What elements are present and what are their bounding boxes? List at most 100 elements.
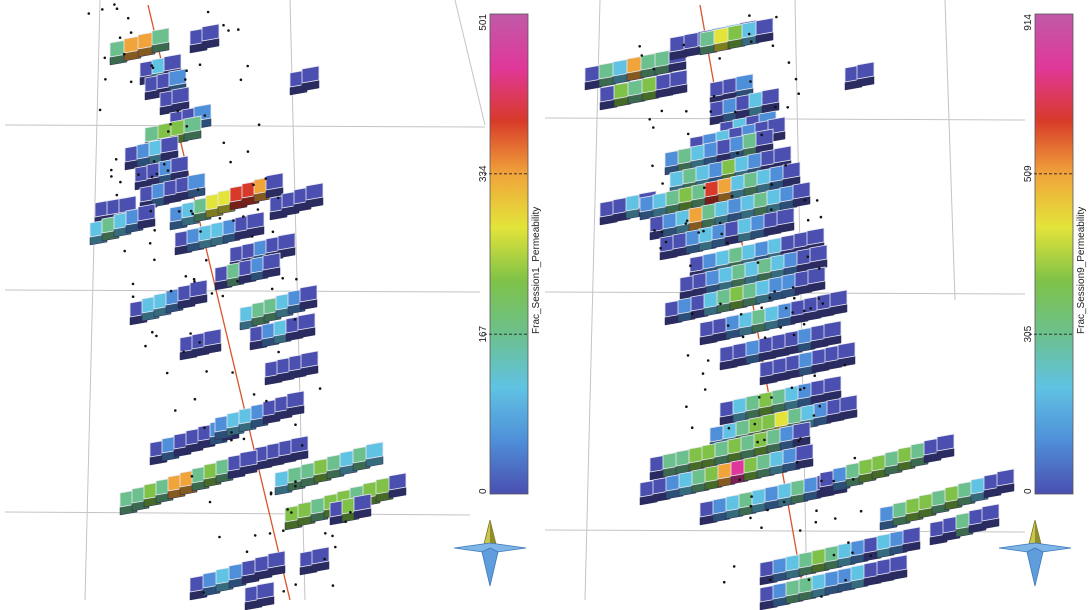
- compass-icon[interactable]: [453, 519, 527, 587]
- fracture-cell: [365, 441, 384, 460]
- event-dot: [766, 508, 769, 512]
- event-dot: [257, 123, 261, 126]
- event-dot: [137, 173, 140, 176]
- event-dot: [791, 286, 795, 289]
- event-dot: [110, 168, 113, 172]
- event-dot: [331, 584, 335, 587]
- fracture-patch: [169, 172, 284, 231]
- fracture-patch: [879, 468, 1015, 531]
- event-dot: [756, 440, 759, 444]
- viewport-divider: [543, 0, 545, 610]
- fracture-patch: [189, 23, 220, 54]
- fracture-cell: [277, 232, 296, 251]
- left-3d-view[interactable]: 501 334 167 0 Frac_Session1_Permeability: [0, 0, 545, 610]
- event-dot: [792, 333, 796, 337]
- event-dot: [702, 229, 705, 233]
- event-dot: [155, 334, 158, 338]
- fracture-cell: [792, 421, 811, 440]
- event-dot: [712, 94, 716, 98]
- event-dot: [779, 326, 782, 329]
- fracture-cell: [795, 443, 814, 462]
- event-dot: [110, 175, 113, 178]
- colorbar-tick-label: 501: [478, 14, 489, 31]
- event-dot: [242, 437, 246, 441]
- event-dot: [768, 296, 772, 300]
- event-dot: [803, 309, 806, 313]
- event-dot: [791, 311, 794, 314]
- event-dot: [760, 133, 763, 137]
- event-dot: [703, 388, 707, 391]
- event-dot: [784, 306, 788, 310]
- event-dot: [123, 249, 126, 253]
- event-dot: [818, 267, 821, 270]
- fracture-patch: [119, 449, 258, 516]
- event-dot: [256, 208, 260, 211]
- event-dot: [859, 509, 863, 513]
- fracture-cell: [137, 203, 156, 222]
- event-dot: [208, 500, 212, 504]
- compass-icon[interactable]: [998, 519, 1072, 587]
- event-dot: [784, 164, 787, 167]
- event-dot: [807, 578, 811, 581]
- fracture-patch: [254, 435, 309, 471]
- fracture-patch: [289, 65, 320, 96]
- fracture-cell: [256, 581, 275, 600]
- fracture-cell: [776, 207, 795, 226]
- event-dot: [798, 529, 802, 532]
- right-viewport[interactable]: 914 509 305 0 Frac_Session9_Permeability: [545, 0, 1090, 610]
- event-dot: [193, 397, 197, 401]
- fracture-patch: [214, 252, 281, 291]
- fracture-cell: [151, 27, 170, 46]
- event-dot: [815, 509, 818, 512]
- event-dot: [294, 423, 297, 427]
- fracture-cell: [839, 394, 858, 413]
- event-dot: [270, 287, 274, 291]
- fracture-cell: [305, 182, 324, 201]
- event-dot: [734, 110, 737, 114]
- event-dot: [817, 297, 821, 300]
- event-dot: [126, 16, 130, 20]
- event-dot: [685, 405, 688, 409]
- event-dot: [749, 516, 752, 520]
- colorbar-tick-label: 305: [1023, 325, 1034, 342]
- fracture-patch: [189, 550, 286, 601]
- event-dot: [277, 350, 280, 354]
- fracture-patch: [244, 581, 275, 610]
- event-dot: [189, 209, 193, 213]
- fracture-cell: [806, 227, 825, 246]
- event-dot: [750, 495, 753, 498]
- event-dot: [799, 437, 802, 440]
- fracture-patch: [329, 493, 372, 526]
- event-dot: [206, 10, 210, 14]
- event-dot: [222, 141, 226, 145]
- event-dot: [719, 302, 722, 306]
- event-dot: [648, 118, 651, 121]
- event-dot: [344, 520, 347, 523]
- event-dot: [748, 14, 751, 17]
- event-dot: [210, 292, 214, 295]
- event-dot: [795, 460, 799, 464]
- event-dot: [155, 172, 159, 176]
- event-dot: [334, 545, 337, 549]
- event-dot: [198, 63, 202, 66]
- event-dot: [184, 78, 187, 81]
- event-dot: [246, 150, 250, 153]
- fracture-cell: [286, 390, 305, 409]
- event-dot: [104, 78, 107, 81]
- event-dot: [245, 550, 249, 553]
- fracture-patch: [299, 546, 330, 576]
- event-dot: [686, 132, 690, 136]
- event-dot: [115, 7, 119, 10]
- fracture-patch: [759, 341, 856, 386]
- event-dot: [150, 64, 153, 67]
- event-dot: [797, 439, 800, 443]
- event-dot: [770, 396, 773, 399]
- right-3d-view[interactable]: 914 509 305 0 Frac_Session9_Permeability: [545, 0, 1090, 610]
- left-viewport[interactable]: 501 334 167 0 Frac_Session1_Permeability: [0, 0, 545, 610]
- perspective-grid: [4, 0, 486, 601]
- fracture-cell: [246, 211, 265, 230]
- event-dot: [230, 431, 233, 434]
- fracture-cell: [936, 433, 955, 452]
- event-dot: [148, 242, 152, 245]
- fracture-cell: [823, 375, 842, 394]
